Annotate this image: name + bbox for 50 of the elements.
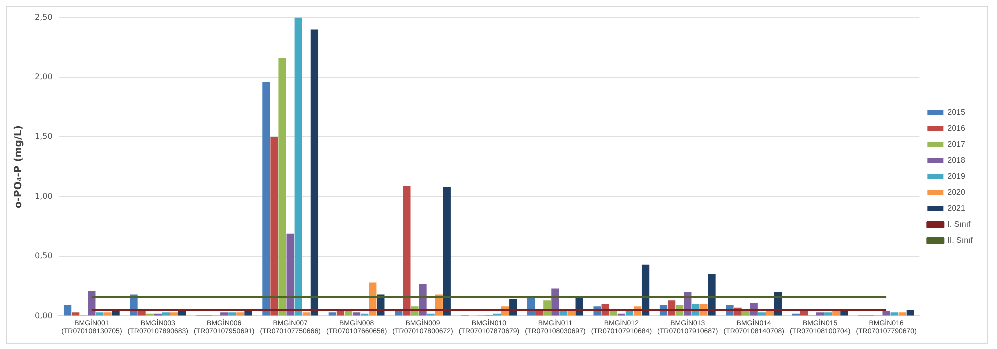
bar — [642, 264, 650, 316]
bar — [270, 137, 278, 316]
bar — [228, 312, 236, 316]
legend-label: I. Sınıf — [948, 220, 972, 230]
bar — [104, 312, 112, 316]
y-axis-title: o-PO₄-P (mg/L) — [14, 126, 25, 208]
bar — [758, 312, 766, 316]
bar — [262, 82, 270, 316]
bar — [294, 18, 302, 316]
y-tick-label: 2,00 — [35, 72, 53, 82]
bar — [708, 274, 716, 316]
bar — [220, 312, 228, 316]
bar — [443, 187, 451, 316]
bar — [310, 30, 319, 316]
bar — [236, 312, 244, 316]
bar — [278, 58, 286, 316]
legend-label: II. Sınıf — [948, 236, 974, 246]
bar — [882, 311, 890, 316]
y-tick-label: 1,50 — [35, 132, 53, 142]
bar — [286, 234, 294, 316]
bar — [816, 312, 824, 316]
bar — [328, 312, 336, 316]
bar — [568, 311, 576, 316]
bar — [610, 311, 618, 316]
y-tick-label: 1,00 — [35, 192, 53, 201]
legend-label: 2017 — [948, 140, 966, 150]
legend-label: 2016 — [948, 124, 966, 134]
bar — [352, 312, 361, 316]
legend-label: 2021 — [948, 204, 966, 214]
bar — [898, 312, 906, 316]
y-tick-label: 0,50 — [35, 252, 53, 261]
bar — [403, 186, 411, 316]
bar — [560, 311, 568, 316]
bar — [824, 312, 832, 316]
bar — [302, 312, 310, 316]
bar — [626, 311, 634, 316]
bar — [96, 312, 104, 316]
legend-label: 2019 — [948, 172, 966, 182]
bar — [88, 291, 96, 316]
bar — [170, 312, 178, 316]
legend-label: 2020 — [948, 188, 966, 198]
y-tick-label: 0,00 — [35, 311, 53, 320]
bar — [162, 312, 170, 316]
bar — [890, 312, 898, 316]
bar — [906, 310, 914, 316]
bar — [64, 305, 72, 316]
legend-label: 2018 — [948, 156, 966, 166]
bar — [72, 312, 80, 316]
y-tick-label: 2,50 — [35, 12, 53, 22]
legend-label: 2015 — [948, 108, 966, 118]
